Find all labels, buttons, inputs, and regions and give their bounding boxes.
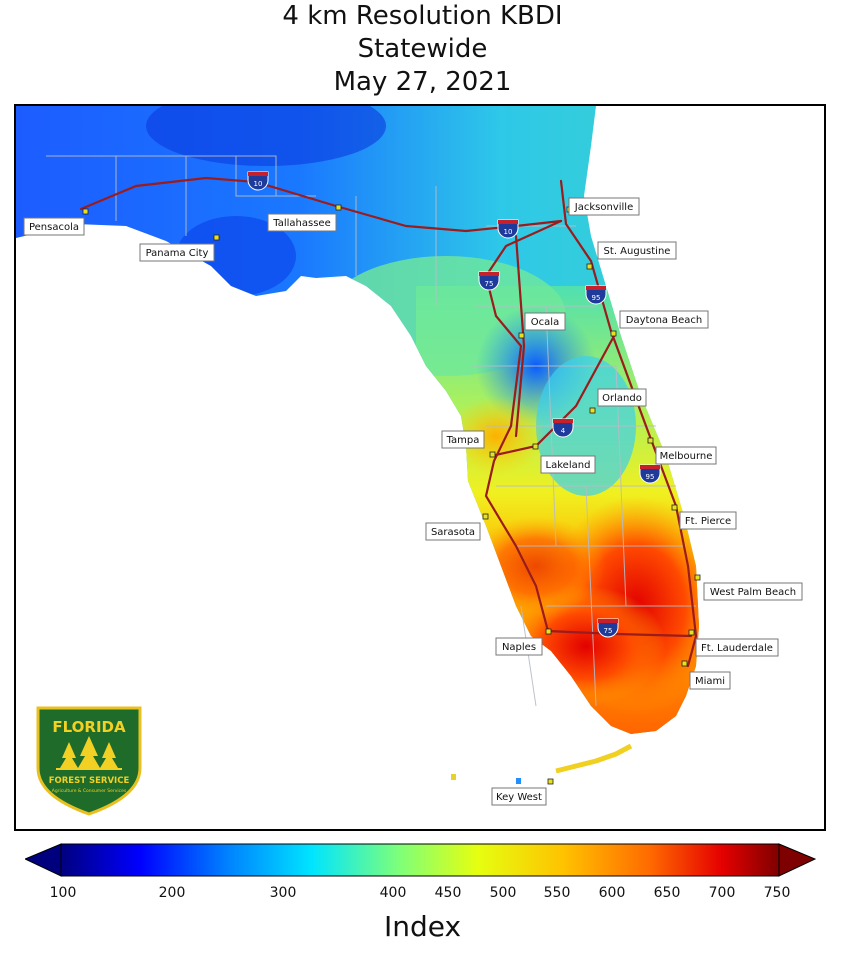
colorbar-tick: 450 (434, 885, 462, 901)
city-panama-city: Panama City (139, 234, 220, 262)
logo-sub-text: Agriculture & Consumer Services (52, 788, 127, 794)
city-label: Miami (695, 676, 725, 687)
city-st-augustine: St. Augustine (586, 241, 677, 270)
city-label: St. Augustine (604, 246, 671, 257)
city-sarasota: Sarasota (425, 513, 489, 541)
city-ft-lauderdale: Ft. Lauderdale (688, 629, 779, 657)
map-title-line1: 4 km Resolution KBDI (282, 1, 563, 31)
colorbar-arrow-low (25, 843, 62, 877)
highway-shield-i95-north: 95 (585, 285, 607, 305)
colorbar-tick: 200 (158, 885, 186, 901)
city-orlando: Orlando (589, 388, 647, 414)
colorbar-gradient (60, 843, 780, 877)
highway-label: 10 (504, 228, 513, 236)
florida-forest-service-logo: FLORIDA FOREST SERVICE Agriculture & Con… (36, 706, 142, 816)
highway-label: 4 (561, 427, 566, 435)
city-lakeland: Lakeland (532, 443, 596, 474)
city-label: Key West (496, 792, 542, 803)
highway-label: 95 (646, 473, 655, 481)
colorbar-tick: 300 (269, 885, 297, 901)
city-daytona-beach: Daytona Beach (610, 310, 709, 337)
colorbar-tick: 500 (489, 885, 517, 901)
city-naples: Naples (495, 628, 552, 656)
city-label: Melbourne (660, 451, 713, 462)
colorbar-tick: 600 (598, 885, 626, 901)
highway-label: 95 (592, 294, 601, 302)
city-melbourne: Melbourne (647, 437, 717, 465)
city-miami: Miami (681, 660, 731, 690)
colorbar-tick: 700 (708, 885, 736, 901)
highway-label: 10 (254, 180, 263, 188)
city-label: Orlando (602, 393, 642, 404)
city-label: Jacksonville (574, 202, 633, 213)
highway-shield-i95-south: 95 (639, 464, 661, 484)
highway-shields: 10 10 75 95 4 95 75 (247, 171, 661, 638)
city-label: West Palm Beach (710, 587, 796, 598)
highway-label: 75 (485, 280, 494, 288)
highway-shield-i75-south: 75 (597, 618, 619, 638)
colorbar-tick: 550 (543, 885, 571, 901)
colorbar-title: Index (383, 910, 462, 943)
city-jacksonville: Jacksonville (566, 197, 640, 216)
city-pensacola: Pensacola (23, 208, 89, 236)
colorbar-tick: 750 (763, 885, 791, 901)
colorbar-arrow-high (778, 843, 817, 877)
highway-shield-i10-west: 10 (247, 171, 269, 191)
city-label: Ft. Pierce (685, 516, 731, 527)
map-frame: 10 10 75 95 4 95 75 (14, 104, 826, 831)
city-label: Daytona Beach (626, 315, 702, 326)
city-tampa: Tampa (441, 430, 496, 458)
map-title-line2: Statewide (357, 34, 488, 64)
highway-shield-i75-north: 75 (478, 271, 500, 291)
city-west-palm-beach: West Palm Beach (694, 574, 803, 601)
city-label: Lakeland (546, 460, 591, 471)
city-label: Naples (502, 642, 536, 653)
highway-shield-i10-east: 10 (497, 219, 519, 239)
city-ft-pierce: Ft. Pierce (671, 504, 737, 530)
city-label: Ft. Lauderdale (701, 643, 773, 654)
city-tallahassee: Tallahassee (267, 204, 342, 232)
city-label: Panama City (146, 248, 209, 259)
highway-shield-i4: 4 (552, 418, 574, 438)
city-markers: Pensacola Panama City Tallahassee Jackso… (23, 197, 803, 806)
colorbar-tick: 100 (49, 885, 77, 901)
colorbar-tick: 400 (379, 885, 407, 901)
city-label: Ocala (531, 317, 559, 328)
city-label: Tampa (446, 435, 480, 446)
city-key-west: Key West (491, 778, 554, 806)
city-label: Tallahassee (272, 218, 330, 229)
highway-label: 75 (604, 627, 613, 635)
colorbar (25, 843, 817, 877)
city-ocala: Ocala (518, 312, 566, 339)
city-label: Pensacola (29, 222, 79, 233)
florida-kbdi-map: 10 10 75 95 4 95 75 (16, 106, 803, 816)
city-label: Sarasota (431, 527, 475, 538)
logo-bottom-text: FOREST SERVICE (49, 776, 130, 786)
colorbar-tick: 650 (653, 885, 681, 901)
map-title-line3: May 27, 2021 (333, 67, 512, 97)
logo-top-text: FLORIDA (52, 718, 126, 736)
